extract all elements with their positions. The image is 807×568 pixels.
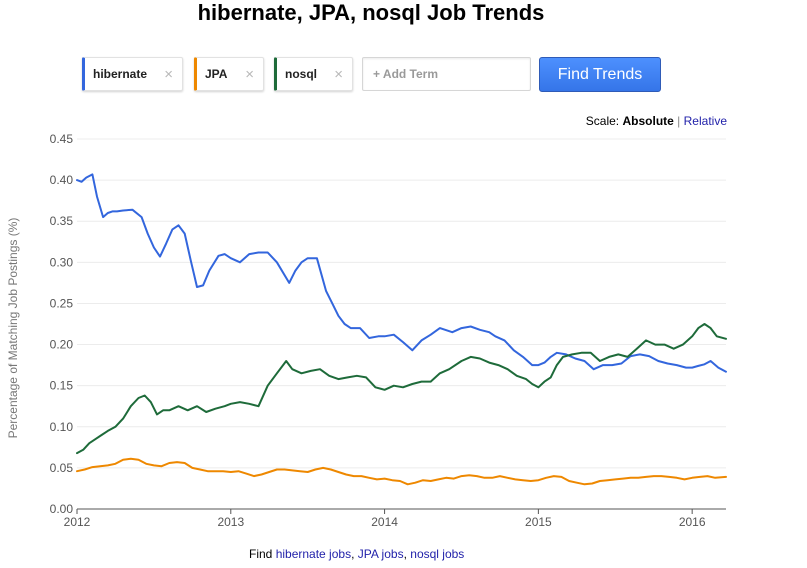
y-tick-label: 0.40 [50,173,74,187]
scale-relative-link[interactable]: Relative [683,114,727,128]
series-line-hibernate [76,173,727,373]
y-tick-label: 0.25 [50,296,74,310]
close-icon[interactable]: × [164,65,173,83]
close-icon[interactable]: × [245,65,254,83]
close-icon[interactable]: × [334,65,343,83]
y-tick-label: 0.15 [50,379,74,393]
find-separator: , [351,547,355,561]
find-prefix: Find [249,547,273,561]
y-tick-label: 0.30 [50,255,74,269]
x-tick-label: 2014 [371,515,398,529]
find-jpa-jobs-link[interactable]: JPA jobs [357,547,404,561]
term-chip-nosql[interactable]: nosql × [274,57,353,91]
find-hibernate-jobs-link[interactable]: hibernate jobs [275,547,352,561]
x-tick-label: 2015 [525,515,552,529]
term-chip-jpa[interactable]: JPA × [194,57,264,91]
series-line-nosql [76,323,727,455]
term-label-nosql: nosql [285,67,317,81]
find-nosql-jobs-link[interactable]: nosql jobs [410,547,465,561]
term-label-hibernate: hibernate [93,67,148,81]
y-tick-label: 0.00 [50,502,74,516]
x-tick-label: 2016 [679,515,706,529]
scale-separator: | [677,114,681,128]
x-tick-label: 2013 [217,515,244,529]
y-tick-label: 0.45 [50,132,74,146]
y-tick-label: 0.20 [50,338,74,352]
term-label-jpa: JPA [205,67,228,81]
scale-label: Scale: [585,114,620,128]
series-line-jpa [76,457,727,486]
scale-switch: Scale: Absolute | Relative [586,114,727,128]
y-axis-label: Percentage of Matching Job Postings (%) [6,218,20,439]
find-trends-button[interactable]: Find Trends [539,57,661,92]
find-links: Find hibernate jobs, JPA jobs, nosql job… [249,547,464,561]
add-term-input[interactable] [362,57,531,91]
y-tick-label: 0.05 [50,461,74,475]
x-tick-label: 2012 [64,515,91,529]
y-tick-label: 0.35 [50,214,74,228]
find-separator: , [403,547,407,561]
scale-absolute-option[interactable]: Absolute [622,114,674,128]
page-title: hibernate, JPA, nosql Job Trends [197,0,545,25]
term-chip-hibernate[interactable]: hibernate × [82,57,183,91]
y-tick-label: 0.10 [50,420,74,434]
